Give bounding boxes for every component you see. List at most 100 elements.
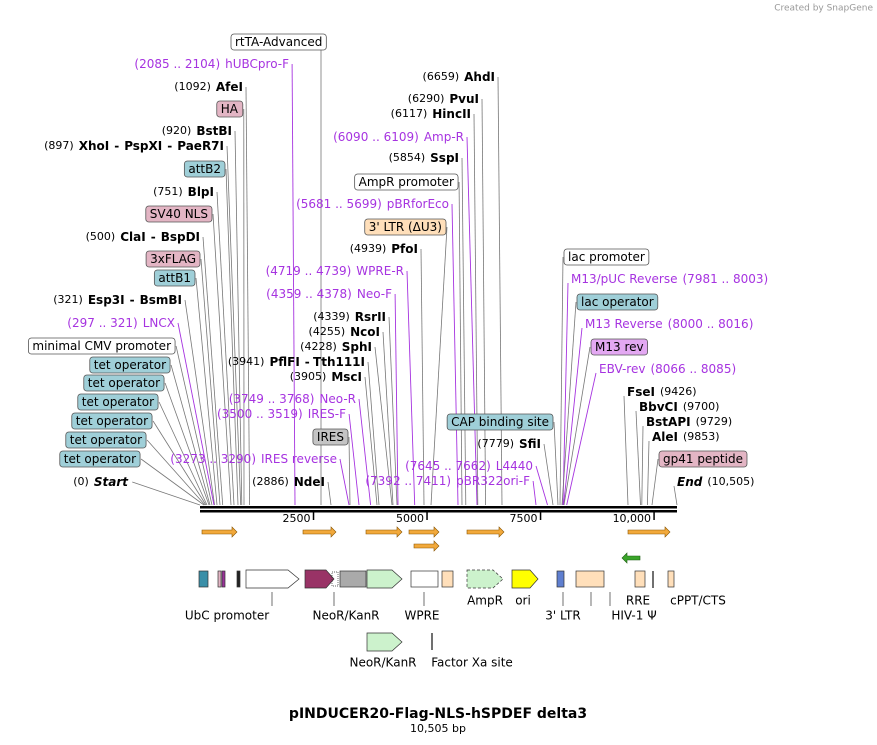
leader-line <box>563 346 591 506</box>
leader-line <box>177 322 215 506</box>
leader-line <box>164 382 210 506</box>
feature-box <box>71 412 153 430</box>
feature-label: M13 rev <box>590 338 648 356</box>
feature-box <box>28 337 176 355</box>
primer-label: (7392 .. 7411) pBR322ori-F <box>365 474 530 488</box>
label-part: (2085 .. 2104) <box>134 57 220 71</box>
primer-label: (297 .. 321) LNCX <box>67 316 175 330</box>
label-part: End <box>677 475 703 489</box>
feature-label: tet operator <box>77 393 159 411</box>
primer-label: M13/pUC Reverse (7981 .. 8003) <box>571 272 768 286</box>
leader-line <box>374 346 393 506</box>
feature-label: AmpR promoter <box>354 173 459 191</box>
label-text: (3905) MscI <box>290 370 362 384</box>
leader-line <box>647 440 650 506</box>
feature-label: 3' LTR (ΔU3) <box>364 218 447 236</box>
label-text: M13 rev <box>595 340 644 354</box>
leader-line <box>339 458 350 506</box>
label-part: IRES reverse <box>261 452 337 466</box>
label-part: (7645 .. 7662) <box>405 459 491 473</box>
label-part: RsrII <box>355 310 386 324</box>
label-text: 3' LTR (ΔU3) <box>369 220 442 234</box>
enzyme-label: (3941) PflFI - Tth111I <box>228 355 365 369</box>
label-part: 3xFLAG <box>150 252 196 266</box>
label-part: M13 Reverse <box>585 317 663 331</box>
label-part: Neo-R <box>319 392 356 406</box>
label-text: M13 Reverse (8000 .. 8016) <box>585 317 753 331</box>
label-part: (4255) <box>309 325 346 338</box>
label-part: (3905) <box>290 370 327 383</box>
leader-line <box>473 113 479 506</box>
enzyme-label: (7779) SfiI <box>477 437 541 451</box>
label-text: (321) Esp3I - BsmBI <box>53 293 182 307</box>
feature-label: NeoR/KanR <box>349 656 416 670</box>
enzyme-label: (5854) SspI <box>389 151 459 165</box>
leader-line <box>152 420 207 506</box>
label-text: attB2 <box>188 162 221 176</box>
leader-line <box>559 256 564 506</box>
leader-line <box>367 361 380 506</box>
feature-label: tet operator <box>83 374 165 392</box>
label-part: - <box>305 355 310 369</box>
enzyme-label: (4939) PfoI <box>350 242 418 256</box>
leader-line <box>641 425 644 506</box>
label-text: (920) BstBI <box>162 124 232 138</box>
ruler-label: 5000 <box>396 512 424 525</box>
label-part: CAP binding site <box>451 415 549 429</box>
leader-line <box>497 76 503 506</box>
primer-label: EBV-rev (8066 .. 8085) <box>599 362 736 376</box>
label-text: (3941) PflFI - Tth111I <box>228 355 365 369</box>
feature-label: tet operator <box>59 450 141 468</box>
label-text: HA <box>221 102 239 116</box>
label-part: PfoI <box>391 242 418 256</box>
label-part: (5854) <box>389 151 426 164</box>
primer-label: (4359 .. 4378) Neo-F <box>266 287 392 301</box>
label-part: PaeR7I <box>177 139 224 153</box>
leader-line <box>202 236 224 506</box>
enzyme-label: BstAPI (9729) <box>646 415 732 429</box>
leader-line <box>651 458 659 506</box>
leader-line <box>563 327 583 506</box>
leader-line <box>635 410 641 506</box>
feature-label: lac promoter <box>563 248 650 266</box>
leader-lines <box>132 50 678 506</box>
label-text: rtTA-Advanced <box>235 35 322 49</box>
feature-box <box>576 293 659 311</box>
primer-label: (3749 .. 3768) Neo-R <box>229 392 356 406</box>
leader-line <box>216 191 235 506</box>
label-text: (897) XhoI - PspXI - PaeR7I <box>44 139 224 153</box>
leader-line <box>553 421 559 506</box>
leader-line <box>291 63 296 506</box>
label-part: BbvCI <box>639 400 678 414</box>
enzyme-label: (6290) PvuI <box>408 92 479 106</box>
label-part: IRES <box>317 430 344 444</box>
feature-box <box>65 431 147 449</box>
label-text: (6090 .. 6109) Amp-R <box>333 130 464 144</box>
label-text: CAP binding site <box>451 415 549 429</box>
label-part: (4228) <box>300 340 337 353</box>
label-text: FseI (9426) <box>627 385 697 399</box>
end-label: End (10,505) <box>677 475 754 489</box>
label-part: AfeI <box>216 80 243 94</box>
primer-label: (2085 .. 2104) hUBCpro-F <box>134 57 289 71</box>
end-label: (0) Start <box>73 475 129 489</box>
enzyme-label: (6659) AhdI <box>423 70 495 84</box>
enzyme-label: BbvCI (9700) <box>639 400 719 414</box>
label-text: SV40 NLS <box>150 207 208 221</box>
label-part: (6117) <box>391 107 428 120</box>
label-part: BsmBI <box>140 293 182 307</box>
enzyme-label: FseI (9426) <box>627 385 697 399</box>
label-part: EBV-rev <box>599 362 645 376</box>
label-part: (6659) <box>423 70 460 83</box>
label-part: (6290) <box>408 92 445 105</box>
label-text: tet operator <box>94 358 166 372</box>
label-text: (4359 .. 4378) Neo-F <box>266 287 392 301</box>
feature-box <box>83 374 165 392</box>
label-part: HincII <box>432 107 471 121</box>
feature-box <box>364 218 447 236</box>
enzyme-label: (3905) MscI <box>290 370 362 384</box>
primer-label: (6090 .. 6109) Amp-R <box>333 130 464 144</box>
leader-line <box>430 226 448 506</box>
feature-label: UbC promoter <box>185 609 269 623</box>
label-text: (3273 .. 3290) IRES reverse <box>170 452 337 466</box>
